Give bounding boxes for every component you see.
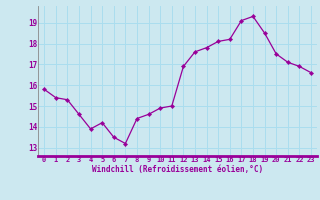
X-axis label: Windchill (Refroidissement éolien,°C): Windchill (Refroidissement éolien,°C) — [92, 165, 263, 174]
